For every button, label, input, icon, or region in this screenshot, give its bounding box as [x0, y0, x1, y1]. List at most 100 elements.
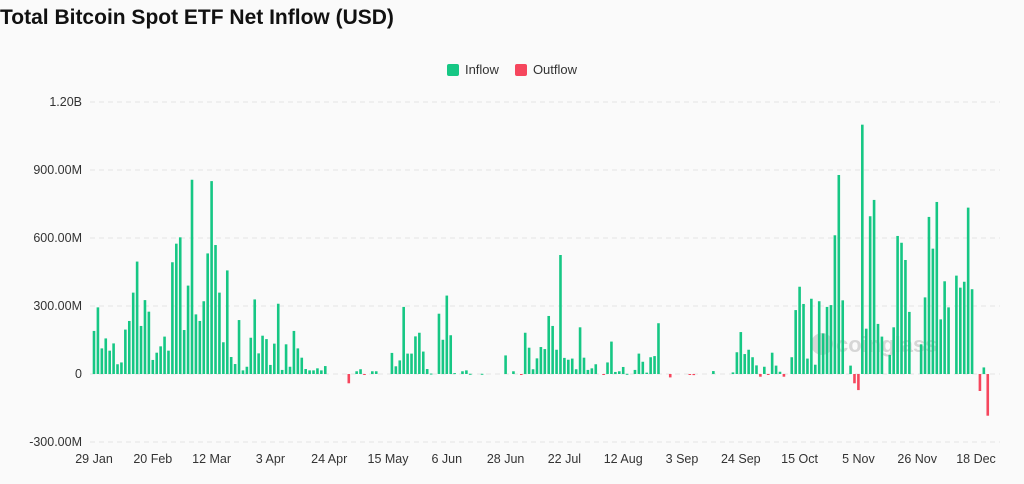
legend-item-outflow[interactable]: Outflow: [514, 62, 577, 77]
inflow-bar[interactable]: [139, 325, 143, 374]
inflow-bar[interactable]: [116, 364, 119, 374]
inflow-bar[interactable]: [233, 364, 237, 374]
inflow-bar[interactable]: [461, 371, 464, 374]
inflow-bar[interactable]: [896, 235, 899, 374]
inflow-bar[interactable]: [143, 300, 147, 374]
inflow-bar[interactable]: [621, 366, 625, 374]
inflow-bar[interactable]: [190, 179, 194, 374]
inflow-bar[interactable]: [237, 320, 241, 374]
inflow-bar[interactable]: [147, 311, 151, 374]
inflow-bar[interactable]: [559, 255, 562, 374]
inflow-bar[interactable]: [418, 332, 421, 374]
inflow-bar[interactable]: [218, 292, 221, 374]
outflow-bar[interactable]: [688, 374, 692, 375]
inflow-bar[interactable]: [888, 354, 892, 374]
inflow-bar[interactable]: [280, 369, 284, 374]
inflow-bar[interactable]: [798, 286, 801, 374]
inflow-bar[interactable]: [739, 332, 743, 374]
inflow-bar[interactable]: [574, 369, 578, 374]
inflow-bar[interactable]: [606, 362, 609, 374]
outflow-bar[interactable]: [986, 374, 990, 416]
inflow-bar[interactable]: [131, 292, 135, 374]
inflow-bar[interactable]: [966, 207, 970, 374]
inflow-bar[interactable]: [210, 181, 213, 374]
inflow-bar[interactable]: [320, 370, 323, 374]
inflow-bar[interactable]: [861, 124, 864, 375]
inflow-bar[interactable]: [155, 352, 159, 374]
inflow-bar[interactable]: [653, 356, 656, 374]
inflow-bar[interactable]: [296, 348, 300, 374]
inflow-bar[interactable]: [567, 359, 570, 374]
inflow-bar[interactable]: [406, 353, 409, 374]
inflow-bar[interactable]: [735, 352, 739, 374]
inflow-bar[interactable]: [555, 349, 558, 374]
inflow-bar[interactable]: [610, 341, 613, 374]
inflow-bar[interactable]: [441, 339, 445, 374]
inflow-bar[interactable]: [163, 336, 166, 374]
inflow-bar[interactable]: [755, 365, 758, 374]
inflow-bar[interactable]: [304, 369, 307, 374]
inflow-bar[interactable]: [194, 314, 198, 374]
inflow-bar[interactable]: [712, 371, 715, 374]
inflow-bar[interactable]: [594, 364, 598, 374]
inflow-bar[interactable]: [429, 373, 433, 375]
inflow-bar[interactable]: [970, 289, 974, 374]
inflow-bar[interactable]: [312, 370, 315, 374]
inflow-bar[interactable]: [394, 366, 398, 374]
inflow-bar[interactable]: [465, 370, 468, 374]
inflow-bar[interactable]: [794, 310, 797, 374]
inflow-bar[interactable]: [402, 306, 405, 374]
inflow-bar[interactable]: [813, 364, 817, 374]
inflow-bar[interactable]: [127, 320, 131, 374]
inflow-bar[interactable]: [539, 347, 543, 374]
inflow-bar[interactable]: [276, 303, 280, 374]
inflow-bar[interactable]: [645, 372, 649, 374]
inflow-bar[interactable]: [374, 371, 378, 374]
outflow-bar[interactable]: [602, 374, 605, 375]
inflow-bar[interactable]: [206, 253, 209, 374]
inflow-bar[interactable]: [625, 373, 629, 375]
inflow-bar[interactable]: [551, 325, 554, 374]
inflow-bar[interactable]: [543, 349, 547, 374]
inflow-bar[interactable]: [222, 342, 225, 374]
outflow-bar[interactable]: [668, 374, 672, 378]
inflow-bar[interactable]: [900, 242, 903, 374]
inflow-bar[interactable]: [617, 371, 621, 374]
inflow-bar[interactable]: [763, 366, 766, 374]
inflow-bar[interactable]: [480, 373, 484, 375]
inflow-bar[interactable]: [649, 357, 652, 374]
inflow-bar[interactable]: [908, 311, 911, 374]
inflow-bar[interactable]: [390, 352, 394, 374]
inflow-bar[interactable]: [410, 353, 413, 374]
inflow-bar[interactable]: [288, 366, 292, 374]
inflow-bar[interactable]: [955, 275, 958, 374]
inflow-bar[interactable]: [614, 371, 617, 374]
inflow-bar[interactable]: [96, 307, 100, 374]
inflow-bar[interactable]: [182, 330, 186, 374]
inflow-bar[interactable]: [92, 330, 96, 374]
outflow-bar[interactable]: [759, 374, 762, 377]
inflow-bar[interactable]: [437, 313, 441, 374]
inflow-bar[interactable]: [633, 369, 637, 374]
inflow-bar[interactable]: [171, 262, 174, 374]
inflow-bar[interactable]: [770, 352, 774, 374]
inflow-bar[interactable]: [806, 358, 809, 374]
inflow-bar[interactable]: [743, 354, 747, 374]
inflow-bar[interactable]: [841, 300, 845, 374]
inflow-bar[interactable]: [959, 287, 962, 374]
inflow-bar[interactable]: [751, 357, 754, 374]
inflow-bar[interactable]: [273, 343, 276, 374]
inflow-bar[interactable]: [927, 216, 931, 374]
inflow-bar[interactable]: [198, 320, 202, 374]
outflow-bar[interactable]: [857, 374, 860, 391]
inflow-bar[interactable]: [802, 303, 805, 374]
inflow-bar[interactable]: [586, 369, 590, 374]
inflow-bar[interactable]: [151, 359, 155, 374]
inflow-bar[interactable]: [124, 329, 127, 374]
inflow-bar[interactable]: [923, 297, 927, 374]
inflow-bar[interactable]: [316, 368, 319, 374]
inflow-bar[interactable]: [547, 315, 551, 374]
inflow-bar[interactable]: [778, 371, 782, 374]
inflow-bar[interactable]: [135, 261, 139, 374]
inflow-bar[interactable]: [225, 270, 229, 374]
